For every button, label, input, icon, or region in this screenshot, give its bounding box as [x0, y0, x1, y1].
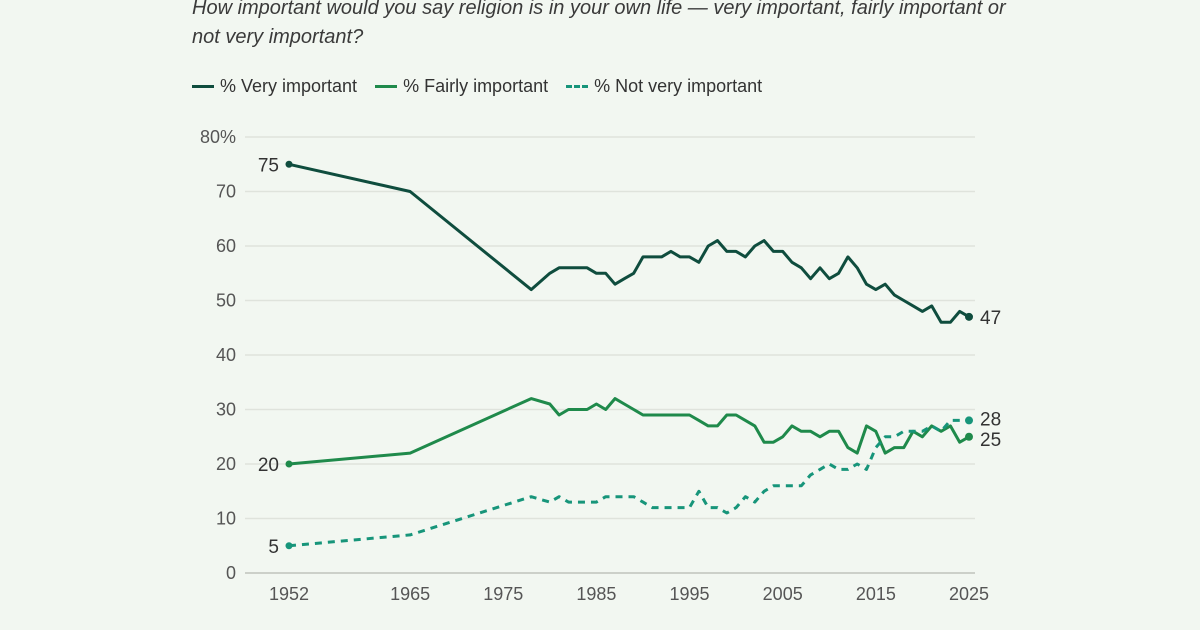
start-point — [285, 542, 293, 550]
end-data-label: 25 — [980, 430, 1001, 451]
y-tick-label: 30 — [216, 400, 236, 420]
start-data-label: 20 — [258, 455, 279, 476]
x-tick-label: 2025 — [949, 584, 989, 604]
x-tick-label: 1985 — [576, 584, 616, 604]
y-tick-label: 80% — [200, 127, 236, 147]
end-data-label: 28 — [980, 409, 1001, 430]
x-tick-label: 1995 — [670, 584, 710, 604]
start-data-label: 75 — [258, 155, 279, 176]
legend: % Very important % Fairly important % No… — [192, 76, 762, 97]
legend-swatch-dashed — [566, 85, 589, 88]
series-line — [288, 418, 969, 548]
end-data-label: 47 — [980, 308, 1001, 329]
start-data-label: 5 — [268, 537, 279, 558]
x-tick-label: 1952 — [269, 584, 309, 604]
legend-item-very: % Very important — [192, 76, 357, 97]
legend-item-not: % Not very important — [566, 76, 762, 97]
end-point — [965, 416, 973, 425]
y-tick-label: 10 — [216, 509, 236, 529]
y-tick-label: 0 — [226, 563, 236, 583]
end-point — [965, 312, 973, 321]
chart-title: How important would you say religion is … — [192, 0, 1006, 48]
legend-item-fairly: % Fairly important — [375, 76, 548, 97]
y-tick-label: 20 — [216, 454, 236, 474]
y-tick-label: 50 — [216, 291, 236, 311]
x-tick-label: 2015 — [856, 584, 896, 604]
x-tick-label: 1965 — [390, 584, 430, 604]
start-point — [285, 460, 293, 468]
y-tick-label: 60 — [216, 236, 236, 256]
y-tick-label: 70 — [216, 182, 236, 202]
y-tick-label: 40 — [216, 345, 236, 365]
end-point — [965, 432, 973, 441]
legend-label: % Not very important — [594, 76, 763, 96]
legend-swatch-solid — [375, 85, 398, 88]
legend-label: % Very important — [220, 76, 358, 96]
legend-swatch-solid — [192, 85, 214, 88]
legend-label: % Fairly important — [403, 76, 549, 96]
series-line — [288, 397, 970, 466]
series-line — [288, 162, 970, 324]
x-tick-label: 1975 — [483, 584, 523, 604]
x-tick-label: 2005 — [763, 584, 803, 604]
start-point — [285, 160, 293, 168]
